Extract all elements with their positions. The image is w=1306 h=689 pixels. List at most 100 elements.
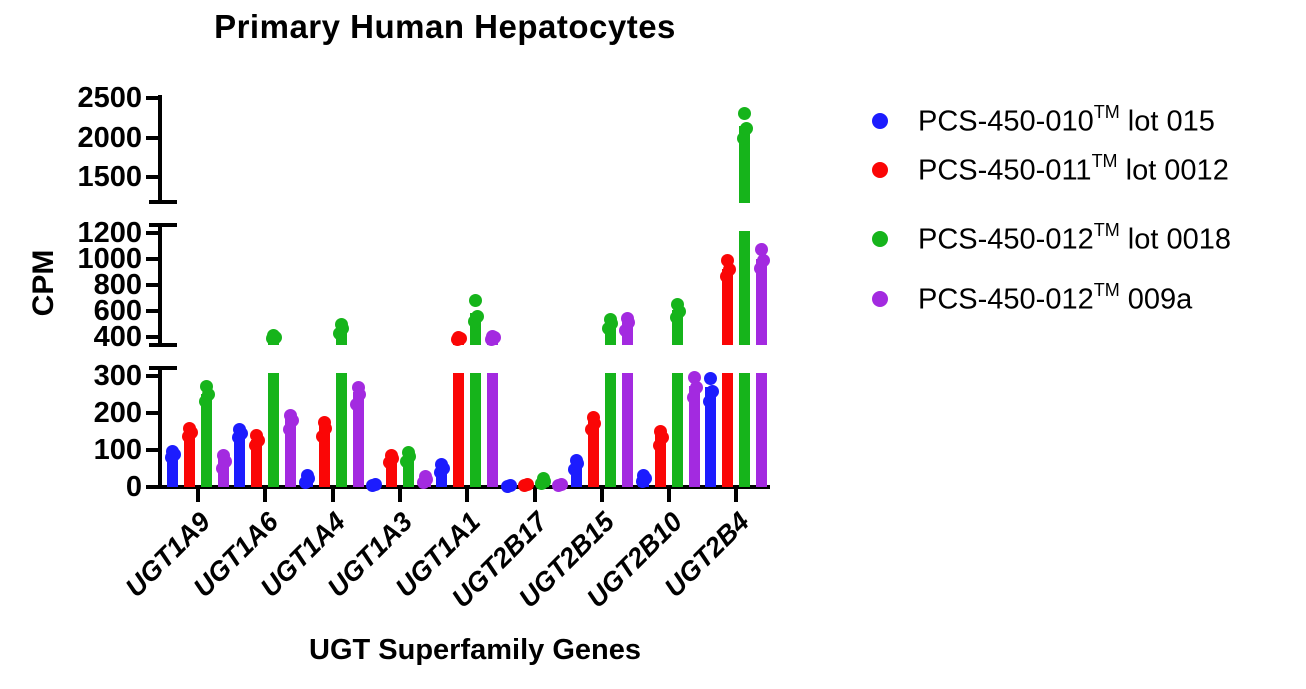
bar-segment bbox=[318, 425, 330, 487]
x-tick bbox=[532, 489, 537, 502]
bar-segment bbox=[285, 418, 297, 487]
bar-segment bbox=[705, 386, 717, 487]
bar-segment bbox=[739, 126, 751, 203]
x-axis-line bbox=[158, 485, 770, 489]
scatter-point bbox=[738, 106, 752, 120]
scatter-point bbox=[689, 381, 703, 395]
scatter-point bbox=[721, 254, 735, 268]
bar-segment bbox=[756, 259, 768, 345]
scatter-point bbox=[756, 253, 770, 267]
y-tick-label: 400 bbox=[93, 321, 142, 353]
legend-item: PCS-450-010TM lot 015 bbox=[872, 102, 1215, 139]
scatter-point bbox=[334, 317, 348, 331]
legend-label-text: lot 015 bbox=[1119, 105, 1215, 138]
bar-segment bbox=[672, 373, 684, 487]
scatter-point bbox=[351, 381, 365, 395]
legend-item: PCS-450-011TM lot 0012 bbox=[872, 150, 1229, 187]
y-tick bbox=[146, 335, 160, 339]
bar-segment bbox=[268, 373, 280, 487]
scatter-point bbox=[300, 468, 314, 482]
legend-marker-dot bbox=[872, 162, 888, 178]
scatter-point bbox=[702, 395, 716, 409]
bar-segment bbox=[453, 373, 465, 487]
legend-marker-dot bbox=[872, 113, 888, 129]
scatter-point bbox=[586, 410, 600, 424]
x-tick bbox=[263, 489, 268, 502]
bar-segment bbox=[234, 433, 246, 487]
axis-break-cap bbox=[149, 366, 177, 370]
bar-segment bbox=[655, 435, 667, 487]
x-tick bbox=[397, 489, 402, 502]
y-tick-label: 0 bbox=[125, 471, 142, 503]
scatter-point bbox=[536, 471, 550, 485]
bar-segment bbox=[184, 431, 195, 487]
bar-segment bbox=[201, 394, 212, 487]
y-tick bbox=[146, 231, 160, 235]
scatter-point bbox=[250, 428, 264, 442]
scatter-point bbox=[452, 330, 466, 344]
x-tick bbox=[599, 489, 604, 502]
y-tick-label: 2500 bbox=[77, 82, 142, 114]
bar-segment bbox=[335, 373, 347, 487]
x-tick bbox=[196, 489, 200, 502]
axis-break-cap bbox=[149, 223, 177, 227]
scatter-point bbox=[166, 445, 179, 459]
x-axis-title: UGT Superfamily Genes bbox=[309, 634, 641, 666]
scatter-point bbox=[736, 131, 750, 145]
x-tick bbox=[734, 489, 739, 502]
bar-segment bbox=[739, 231, 751, 345]
legend-label-sup: TM bbox=[1093, 279, 1120, 300]
y-tick-label: 2000 bbox=[77, 121, 142, 154]
legend-label-text: PCS-450-012 bbox=[918, 223, 1094, 256]
x-tick bbox=[465, 489, 470, 502]
legend-label: PCS-450-010TM lot 015 bbox=[918, 102, 1215, 139]
y-tick bbox=[146, 135, 160, 140]
y-tick bbox=[146, 283, 160, 287]
bar-segment bbox=[587, 420, 599, 487]
bar-segment bbox=[672, 310, 684, 345]
y-tick-label: 1200 bbox=[77, 217, 142, 249]
y-tick-label: 600 bbox=[93, 295, 142, 327]
y-axis-line bbox=[158, 225, 162, 345]
y-tick bbox=[146, 447, 160, 452]
scatter-point bbox=[620, 312, 634, 326]
scatter-point bbox=[233, 422, 247, 436]
bar-segment bbox=[689, 386, 701, 487]
y-tick bbox=[146, 373, 160, 378]
scatter-point bbox=[470, 310, 484, 324]
scatter-point bbox=[569, 453, 583, 467]
bar-segment bbox=[470, 312, 482, 345]
y-tick-label: 200 bbox=[93, 396, 142, 429]
legend-label-text: 009a bbox=[1119, 283, 1193, 316]
x-tick bbox=[667, 489, 672, 502]
legend-label-sup: TM bbox=[1091, 150, 1118, 171]
y-tick bbox=[146, 96, 160, 100]
bar-segment bbox=[739, 373, 751, 487]
scatter-point bbox=[267, 328, 281, 342]
bar-segment bbox=[352, 392, 364, 487]
bar-segment bbox=[722, 268, 734, 345]
bar-segment bbox=[604, 373, 616, 487]
legend-label: PCS-450-012TM lot 0018 bbox=[918, 219, 1231, 257]
legend-label-sup: TM bbox=[1093, 219, 1120, 240]
scatter-point bbox=[755, 243, 769, 257]
legend-label-text: lot 0012 bbox=[1117, 154, 1229, 187]
y-tick bbox=[146, 257, 160, 261]
bar-segment bbox=[470, 373, 482, 487]
y-axis-line bbox=[158, 368, 162, 489]
scatter-point bbox=[200, 379, 213, 393]
bar-segment bbox=[487, 373, 499, 487]
axis-break-cap bbox=[149, 200, 177, 204]
scatter-point bbox=[654, 424, 668, 438]
bar-segment bbox=[402, 455, 414, 487]
legend-label-text: PCS-450-012 bbox=[918, 283, 1094, 316]
y-tick-label: 1500 bbox=[77, 161, 142, 193]
scatter-point bbox=[486, 329, 500, 343]
scatter-point bbox=[637, 469, 651, 483]
legend-label: PCS-450-012TM 009a bbox=[918, 279, 1193, 317]
scatter-point bbox=[284, 409, 298, 423]
scatter-point bbox=[603, 312, 617, 326]
scatter-point bbox=[671, 298, 685, 312]
chart-title: Primary Human Hepatocytes bbox=[214, 8, 676, 45]
